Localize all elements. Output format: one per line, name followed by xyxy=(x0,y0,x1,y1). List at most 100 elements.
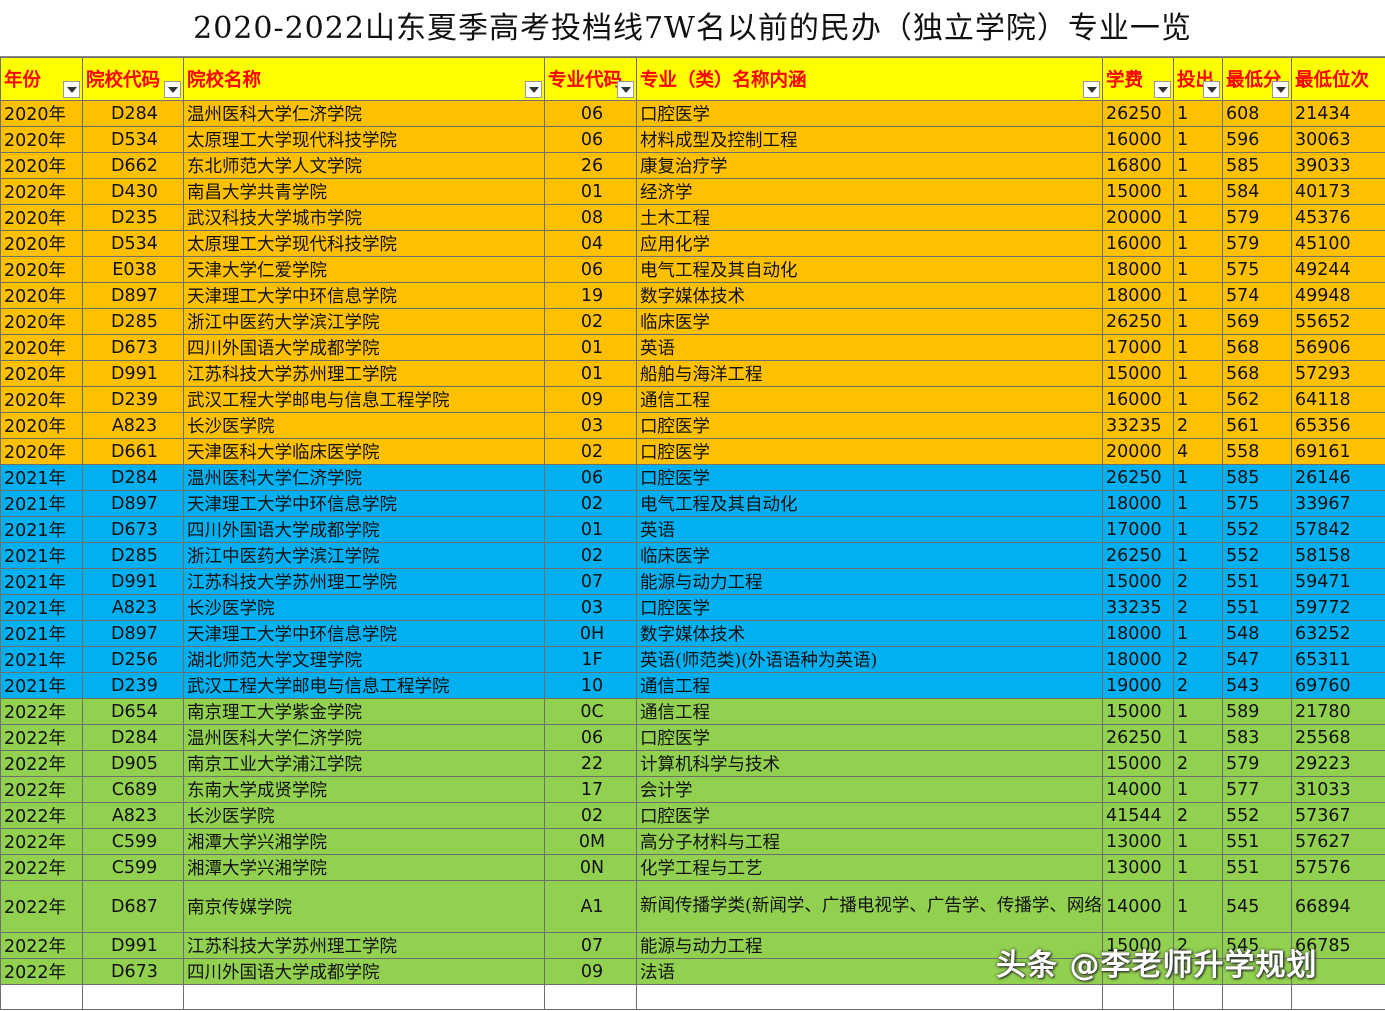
cell-major-name[interactable]: 口腔医学 xyxy=(636,464,1103,491)
cell-school-code[interactable]: D673 xyxy=(82,334,184,361)
cell-min-score[interactable]: 608 xyxy=(1222,100,1292,127)
cell-school-code[interactable]: C599 xyxy=(82,854,184,881)
cell-school-code[interactable]: D284 xyxy=(82,724,184,751)
cell-school-code[interactable]: D661 xyxy=(82,438,184,465)
cell-tuition[interactable]: 15000 xyxy=(1102,750,1174,777)
cell-plan[interactable]: 2 xyxy=(1173,932,1223,959)
cell-tuition[interactable]: 16000 xyxy=(1102,126,1174,153)
cell-min-score[interactable]: 579 xyxy=(1222,230,1292,257)
filter-dropdown-icon[interactable] xyxy=(63,81,80,98)
cell-major-code[interactable]: 06 xyxy=(544,256,637,283)
cell-min-rank[interactable]: 65311 xyxy=(1291,646,1385,673)
cell-major-code[interactable]: 0C xyxy=(544,698,637,725)
cell-major-name[interactable]: 材料成型及控制工程 xyxy=(636,126,1103,153)
cell-min-rank[interactable]: 49948 xyxy=(1291,282,1385,309)
cell-min-rank[interactable]: 63252 xyxy=(1291,620,1385,647)
cell-school-name[interactable]: 江苏科技大学苏州理工学院 xyxy=(183,360,545,387)
cell-school-name[interactable]: 四川外国语大学成都学院 xyxy=(183,516,545,543)
cell-year[interactable]: 2022年 xyxy=(0,958,83,985)
cell-school-name[interactable]: 太原理工大学现代科技学院 xyxy=(183,230,545,257)
cell-major-code[interactable]: 01 xyxy=(544,360,637,387)
cell-year[interactable]: 2020年 xyxy=(0,308,83,335)
cell-min-rank[interactable]: 29223 xyxy=(1291,750,1385,777)
cell-school-code[interactable]: D534 xyxy=(82,126,184,153)
cell-tuition[interactable]: 20000 xyxy=(1102,204,1174,231)
cell-school-name[interactable]: 东北师范大学人文学院 xyxy=(183,152,545,179)
cell-min-rank[interactable]: 69760 xyxy=(1291,672,1385,699)
filter-dropdown-icon[interactable] xyxy=(1203,81,1220,98)
cell-major-code[interactable]: 01 xyxy=(544,178,637,205)
cell-school-code[interactable]: D991 xyxy=(82,360,184,387)
cell-plan[interactable]: 1 xyxy=(1173,204,1223,231)
cell-tuition[interactable]: 13000 xyxy=(1102,828,1174,855)
cell-major-code[interactable]: 0H xyxy=(544,620,637,647)
cell-min-score[interactable]: 545 xyxy=(1222,932,1292,959)
cell-min-score[interactable]: 562 xyxy=(1222,386,1292,413)
cell-year[interactable]: 2021年 xyxy=(0,516,83,543)
cell-major-name[interactable]: 化学工程与工艺 xyxy=(636,854,1103,881)
cell-major-name[interactable]: 英语 xyxy=(636,516,1103,543)
cell-tuition[interactable]: 15000 xyxy=(1102,568,1174,595)
cell-min-rank[interactable]: 21434 xyxy=(1291,100,1385,127)
empty-cell[interactable] xyxy=(1222,984,1292,1010)
cell-min-rank[interactable]: 33967 xyxy=(1291,490,1385,517)
cell-school-code[interactable]: D673 xyxy=(82,516,184,543)
cell-major-name[interactable]: 高分子材料与工程 xyxy=(636,828,1103,855)
cell-plan[interactable]: 1 xyxy=(1173,308,1223,335)
cell-major-name[interactable]: 临床医学 xyxy=(636,308,1103,335)
cell-min-score[interactable]: 575 xyxy=(1222,256,1292,283)
cell-major-code[interactable]: A1 xyxy=(544,880,637,933)
cell-school-name[interactable]: 东南大学成贤学院 xyxy=(183,776,545,803)
cell-tuition[interactable]: 20000 xyxy=(1102,438,1174,465)
cell-plan[interactable]: 2 xyxy=(1173,412,1223,439)
cell-school-code[interactable]: D239 xyxy=(82,672,184,699)
cell-school-code[interactable]: C599 xyxy=(82,828,184,855)
cell-tuition[interactable]: 18000 xyxy=(1102,282,1174,309)
cell-major-code[interactable]: 0M xyxy=(544,828,637,855)
cell-min-rank[interactable]: 57367 xyxy=(1291,802,1385,829)
cell-major-code[interactable]: 06 xyxy=(544,126,637,153)
cell-major-name[interactable]: 口腔医学 xyxy=(636,594,1103,621)
cell-school-code[interactable]: D687 xyxy=(82,880,184,933)
cell-major-code[interactable]: 03 xyxy=(544,594,637,621)
empty-cell[interactable] xyxy=(82,984,184,1010)
cell-year[interactable]: 2021年 xyxy=(0,672,83,699)
cell-year[interactable]: 2022年 xyxy=(0,776,83,803)
cell-major-code[interactable]: 02 xyxy=(544,802,637,829)
cell-school-name[interactable]: 湖北师范大学文理学院 xyxy=(183,646,545,673)
cell-min-rank[interactable]: 31033 xyxy=(1291,776,1385,803)
cell-major-code[interactable]: 06 xyxy=(544,464,637,491)
cell-min-rank[interactable]: 30063 xyxy=(1291,126,1385,153)
cell-min-score[interactable]: 547 xyxy=(1222,646,1292,673)
cell-min-score[interactable]: 568 xyxy=(1222,360,1292,387)
cell-major-name[interactable]: 土木工程 xyxy=(636,204,1103,231)
cell-school-code[interactable]: D905 xyxy=(82,750,184,777)
cell-school-code[interactable]: D284 xyxy=(82,464,184,491)
cell-min-rank[interactable]: 57842 xyxy=(1291,516,1385,543)
cell-min-score[interactable]: 543 xyxy=(1222,672,1292,699)
cell-min-rank[interactable]: 57627 xyxy=(1291,828,1385,855)
cell-school-code[interactable]: D285 xyxy=(82,542,184,569)
cell-school-name[interactable]: 长沙医学院 xyxy=(183,412,545,439)
cell-tuition[interactable]: 18000 xyxy=(1102,490,1174,517)
cell-min-score[interactable]: 552 xyxy=(1222,516,1292,543)
cell-min-rank[interactable]: 65356 xyxy=(1291,412,1385,439)
cell-min-score[interactable]: 551 xyxy=(1222,594,1292,621)
cell-tuition[interactable]: 26250 xyxy=(1102,100,1174,127)
cell-major-code[interactable]: 10 xyxy=(544,672,637,699)
cell-tuition[interactable]: 18000 xyxy=(1102,256,1174,283)
header-cell-school-code[interactable]: 院校代码 xyxy=(82,57,184,101)
cell-plan[interactable]: 1 xyxy=(1173,126,1223,153)
cell-min-score[interactable]: 596 xyxy=(1222,126,1292,153)
cell-major-code[interactable]: 06 xyxy=(544,100,637,127)
cell-plan[interactable]: 1 xyxy=(1173,854,1223,881)
cell-min-score[interactable]: 552 xyxy=(1222,802,1292,829)
cell-year[interactable]: 2022年 xyxy=(0,750,83,777)
cell-year[interactable]: 2021年 xyxy=(0,542,83,569)
empty-cell[interactable] xyxy=(1291,984,1385,1010)
cell-tuition[interactable]: 13000 xyxy=(1102,854,1174,881)
cell-tuition[interactable]: 17000 xyxy=(1102,516,1174,543)
cell-major-name[interactable]: 康复治疗学 xyxy=(636,152,1103,179)
cell-plan[interactable]: 1 xyxy=(1173,880,1223,933)
cell-tuition[interactable]: 18000 xyxy=(1102,620,1174,647)
